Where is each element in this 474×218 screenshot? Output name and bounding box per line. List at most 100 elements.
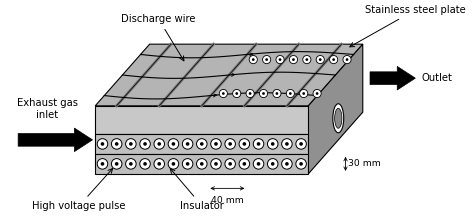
- Circle shape: [143, 142, 147, 146]
- Circle shape: [211, 159, 221, 169]
- Circle shape: [249, 56, 257, 64]
- Circle shape: [282, 139, 292, 149]
- Circle shape: [286, 89, 294, 98]
- Circle shape: [282, 159, 292, 169]
- Circle shape: [211, 139, 221, 149]
- Circle shape: [259, 89, 268, 98]
- Circle shape: [140, 139, 150, 149]
- Circle shape: [303, 56, 311, 64]
- Ellipse shape: [335, 108, 342, 128]
- Circle shape: [249, 92, 252, 95]
- Circle shape: [305, 58, 308, 61]
- Circle shape: [236, 92, 238, 95]
- Polygon shape: [18, 128, 92, 152]
- Circle shape: [129, 162, 133, 166]
- Circle shape: [271, 142, 274, 146]
- Circle shape: [168, 139, 179, 149]
- Text: Exhaust gas
inlet: Exhaust gas inlet: [17, 98, 78, 120]
- Circle shape: [253, 159, 264, 169]
- Circle shape: [219, 89, 228, 98]
- Circle shape: [279, 58, 282, 61]
- Circle shape: [100, 142, 104, 146]
- Circle shape: [143, 162, 147, 166]
- Circle shape: [243, 142, 246, 146]
- Text: Outlet: Outlet: [422, 73, 453, 83]
- Circle shape: [168, 159, 179, 169]
- Circle shape: [197, 159, 207, 169]
- Circle shape: [200, 162, 204, 166]
- Circle shape: [126, 159, 136, 169]
- Circle shape: [316, 92, 319, 95]
- Polygon shape: [95, 134, 309, 154]
- Circle shape: [271, 162, 274, 166]
- Text: Insulator: Insulator: [170, 169, 224, 211]
- Circle shape: [263, 56, 271, 64]
- Circle shape: [97, 139, 108, 149]
- Circle shape: [267, 139, 278, 149]
- Circle shape: [222, 92, 225, 95]
- Circle shape: [157, 162, 161, 166]
- Text: 40 mm: 40 mm: [211, 196, 244, 205]
- Circle shape: [225, 139, 236, 149]
- Polygon shape: [370, 66, 415, 90]
- Circle shape: [243, 162, 246, 166]
- Circle shape: [246, 89, 254, 98]
- Circle shape: [302, 92, 305, 95]
- Circle shape: [313, 89, 321, 98]
- Circle shape: [228, 142, 232, 146]
- Circle shape: [228, 162, 232, 166]
- Text: Discharge wire: Discharge wire: [121, 14, 196, 61]
- Circle shape: [157, 142, 161, 146]
- Circle shape: [186, 162, 190, 166]
- Text: Stainless steel plate: Stainless steel plate: [350, 5, 465, 47]
- Circle shape: [197, 139, 207, 149]
- Circle shape: [182, 159, 193, 169]
- Circle shape: [276, 56, 284, 64]
- Polygon shape: [95, 154, 309, 174]
- Circle shape: [332, 58, 335, 61]
- Circle shape: [316, 56, 324, 64]
- Circle shape: [172, 162, 175, 166]
- Circle shape: [285, 142, 289, 146]
- Circle shape: [97, 159, 108, 169]
- Circle shape: [253, 139, 264, 149]
- Circle shape: [214, 162, 218, 166]
- Circle shape: [319, 58, 321, 61]
- Circle shape: [296, 139, 306, 149]
- Circle shape: [239, 139, 250, 149]
- Circle shape: [285, 162, 289, 166]
- Circle shape: [111, 159, 122, 169]
- Polygon shape: [95, 44, 363, 106]
- Circle shape: [289, 92, 292, 95]
- Circle shape: [129, 142, 133, 146]
- Circle shape: [267, 159, 278, 169]
- Circle shape: [140, 159, 150, 169]
- Circle shape: [126, 139, 136, 149]
- Circle shape: [296, 159, 306, 169]
- Circle shape: [200, 142, 204, 146]
- Text: 30 mm: 30 mm: [348, 159, 381, 168]
- Circle shape: [172, 142, 175, 146]
- Circle shape: [257, 162, 260, 166]
- Circle shape: [275, 92, 278, 95]
- Circle shape: [299, 142, 303, 146]
- Circle shape: [329, 56, 337, 64]
- Circle shape: [154, 139, 164, 149]
- Circle shape: [214, 142, 218, 146]
- Circle shape: [111, 139, 122, 149]
- Circle shape: [273, 89, 281, 98]
- Circle shape: [252, 58, 255, 61]
- Circle shape: [239, 159, 250, 169]
- Circle shape: [343, 56, 351, 64]
- Circle shape: [299, 162, 303, 166]
- Circle shape: [265, 58, 268, 61]
- Circle shape: [100, 162, 104, 166]
- Circle shape: [115, 162, 118, 166]
- Circle shape: [115, 142, 118, 146]
- Ellipse shape: [333, 104, 344, 133]
- Circle shape: [225, 159, 236, 169]
- Circle shape: [182, 139, 193, 149]
- Circle shape: [346, 58, 348, 61]
- Circle shape: [292, 58, 295, 61]
- Circle shape: [262, 92, 265, 95]
